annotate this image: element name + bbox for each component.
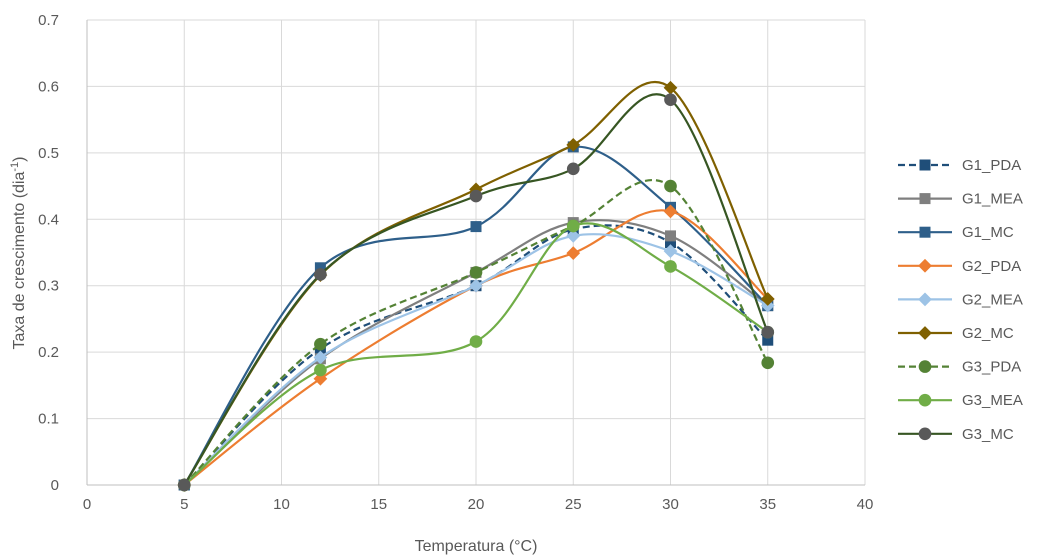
legend-marker [918,258,932,273]
data-point [566,229,581,243]
data-point [177,478,191,492]
axes: 0 0.1 0.2 0.3 0.4 0.5 0.6 0.7 0 5 10 15 20 25 30 35 40 [38,12,873,513]
x-tick-label: 30 [662,496,679,513]
y-tick-label: 0.4 [38,211,59,228]
y-tick-label: 0.6 [38,78,59,95]
legend-label: G3_MC [962,426,1014,443]
series-line [183,209,769,486]
legend-item: G2_PDA [898,258,1021,275]
data-point [761,325,775,339]
legend-label: G2_MC [962,325,1014,342]
data-point [314,268,327,281]
legend-marker [918,360,932,373]
legend-label: G2_MEA [962,291,1023,308]
data-point [664,260,677,273]
data-point [470,221,482,233]
data-point [664,93,677,107]
legend-label: G1_MEA [962,191,1023,208]
data-point [566,162,580,176]
data-point [762,334,774,346]
series-g3-mc [177,93,775,492]
data-point [566,138,581,152]
x-tick-label: 25 [565,496,582,513]
legend-label: G3_MEA [962,392,1023,409]
data-point [663,80,678,95]
data-point [761,356,775,370]
y-tick-label: 0.5 [38,145,59,162]
data-point [760,292,775,306]
legend-item: G2_MC [898,325,1014,342]
legend-marker [918,326,932,340]
legend-marker [919,159,931,171]
data-point [469,189,483,203]
series-line [183,179,769,486]
legend-item: G2_MEA [898,291,1023,308]
legend-marker [919,193,931,205]
legend: G1_PDA G1_MEA G1_MC G2_PDA G2_MEA G2_MC G3_PDA… [898,157,1023,443]
y-axis-title: Taxa de crescimento (dia-1) [9,157,28,350]
x-tick-label: 40 [857,496,874,513]
x-tick-label: 15 [370,496,387,513]
data-point [314,363,327,377]
data-point [665,237,676,249]
data-point [469,335,483,348]
legend-item: G3_MC [898,426,1014,443]
legend-marker [918,292,932,307]
x-axis-title: Temperatura (°C) [415,538,538,555]
data-point [314,337,327,351]
series-group [177,80,775,492]
data-point [664,179,677,193]
legend-label: G1_MC [962,224,1014,241]
y-tick-label: 0.2 [38,344,59,361]
legend-label: G3_PDA [962,359,1021,376]
data-point [665,230,676,242]
x-tick-label: 35 [759,496,776,513]
data-point [566,246,581,261]
legend-marker [918,393,932,407]
x-tick-label: 0 [83,496,91,513]
data-point [469,266,483,279]
legend-marker [919,226,931,238]
x-tick-label: 10 [273,496,290,513]
legend-label: G1_PDA [962,157,1021,174]
data-point [663,244,678,259]
y-tick-label: 0.3 [38,278,59,295]
data-point [314,262,326,274]
legend-item: G1_MC [898,224,1014,241]
legend-item: G1_PDA [898,157,1021,174]
legend-marker [918,427,932,441]
data-point [469,278,483,293]
series-line [183,93,769,486]
x-tick-label: 5 [180,496,188,513]
data-point [313,350,328,365]
legend-item: G3_MEA [898,392,1023,409]
y-tick-label: 0.7 [38,12,59,29]
y-tick-label: 0 [51,477,59,494]
x-tick-label: 20 [468,496,485,513]
y-tick-label: 0.1 [38,411,59,428]
legend-item: G1_MEA [898,191,1023,208]
data-point [663,204,678,219]
legend-item: G3_PDA [898,359,1021,376]
legend-label: G2_PDA [962,258,1021,275]
data-point [566,219,580,233]
